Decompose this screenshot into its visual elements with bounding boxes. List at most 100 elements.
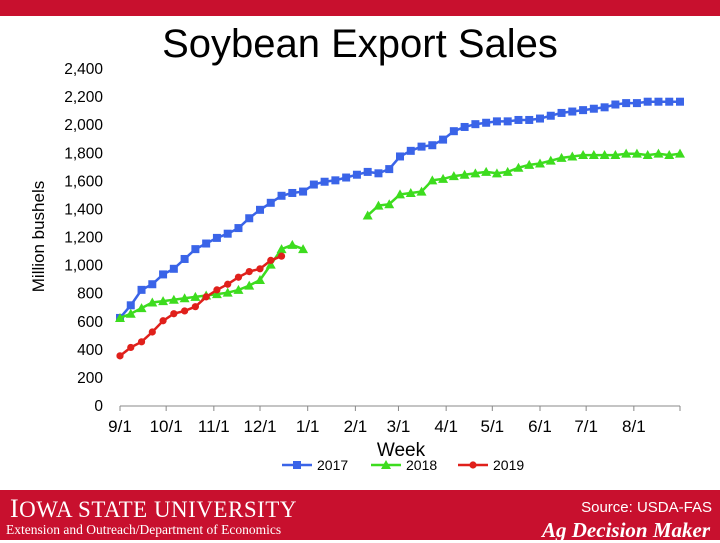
department-text: Extension and Outreach/Department of Eco… (6, 522, 282, 537)
y-tick-label: 2,200 (64, 89, 103, 106)
data-point-2018 (405, 187, 416, 197)
data-point-2019 (256, 265, 264, 273)
data-point-2018 (265, 259, 276, 269)
data-point-2019 (159, 317, 167, 325)
data-point-2017 (137, 285, 146, 294)
y-tick-label: 1,200 (64, 230, 103, 247)
data-point-2018 (179, 293, 190, 303)
data-point-2019 (224, 280, 232, 288)
data-point-2018 (136, 303, 147, 313)
data-point-2017 (245, 214, 254, 223)
data-point-2018 (190, 291, 201, 301)
data-point-2017 (180, 254, 189, 263)
legend-label-2018: 2018 (406, 457, 437, 473)
data-point-2019 (267, 256, 275, 264)
y-tick-label: 400 (77, 342, 103, 359)
x-tick-label: 9/1 (108, 417, 132, 436)
data-point-2017 (374, 169, 383, 178)
data-point-2018 (578, 150, 589, 160)
data-point-2017 (579, 106, 588, 115)
series-2019 (116, 252, 286, 360)
data-point-2018 (491, 168, 502, 178)
source-text: Source: USDA-FAS (581, 499, 712, 516)
logo-wordmark: OWA STATE UNIVERSITY (19, 497, 297, 522)
data-point-2018 (373, 200, 384, 210)
data-point-2018 (244, 280, 255, 290)
data-point-2017 (546, 111, 555, 120)
y-tick-label: 0 (94, 398, 103, 415)
series-layer (115, 97, 685, 360)
data-point-2017 (665, 97, 674, 106)
series-2018 (115, 148, 685, 322)
logo-initial: I (10, 494, 20, 523)
data-point-2017 (654, 97, 663, 106)
data-point-2019 (277, 252, 286, 260)
legend-marker-2018 (381, 460, 391, 469)
y-axis-ticks: 0 200 400 600 800 1,000 1,200 1,400 1,600 1,800 2,… (64, 61, 103, 415)
data-point-2017 (266, 198, 275, 207)
data-point-2019 (116, 352, 124, 360)
data-point-2017 (277, 191, 286, 200)
data-point-2018 (556, 152, 567, 162)
data-point-2018 (287, 239, 298, 249)
data-point-2017 (503, 117, 512, 126)
chart-title: Soybean Export Sales (162, 22, 558, 66)
data-point-2018 (158, 296, 169, 306)
data-point-2017 (126, 301, 135, 310)
data-point-2017 (352, 170, 361, 179)
chart-canvas: 0 200 400 600 800 1,000 1,200 1,400 1,600 1,800 2,… (29, 61, 685, 473)
data-point-2017 (589, 104, 598, 113)
data-point-2017 (331, 176, 340, 185)
data-point-2018 (675, 148, 685, 158)
data-point-2017 (525, 115, 534, 124)
data-point-2018 (448, 171, 459, 181)
y-tick-label: 800 (77, 286, 103, 303)
data-point-2017 (223, 229, 232, 238)
data-point-2018 (211, 289, 222, 299)
series-line-2018 (366, 152, 681, 217)
y-tick-label: 600 (77, 314, 103, 331)
data-point-2018 (427, 175, 438, 185)
data-point-2018 (255, 275, 265, 285)
data-point-2017 (169, 264, 178, 273)
data-point-2018 (502, 166, 513, 176)
data-point-2017 (428, 141, 437, 150)
data-point-2018 (653, 148, 664, 158)
data-point-2018 (588, 150, 599, 160)
x-tick-label: 1/1 (296, 417, 320, 436)
data-point-2018 (438, 173, 449, 183)
data-point-2019 (137, 338, 146, 346)
data-point-2018 (459, 169, 470, 179)
data-point-2017 (417, 142, 426, 151)
data-point-2017 (406, 146, 415, 155)
x-tick-label: 11/1 (198, 417, 230, 436)
data-point-2017 (632, 99, 641, 108)
data-point-2019 (234, 273, 243, 281)
data-point-2019 (127, 343, 135, 352)
data-point-2017 (492, 117, 501, 126)
data-point-2018 (631, 148, 642, 158)
data-point-2019 (245, 268, 253, 276)
data-point-2017 (568, 107, 577, 116)
legend-marker-2019 (469, 461, 477, 469)
data-point-2018 (599, 150, 610, 160)
x-tick-label: 2/1 (344, 417, 368, 436)
data-point-2018 (384, 199, 395, 209)
data-point-2017 (234, 224, 243, 233)
y-tick-label: 1,400 (64, 201, 103, 218)
y-tick-label: 2,000 (64, 117, 103, 134)
data-point-2017 (471, 120, 480, 129)
legend-marker-2017 (293, 461, 301, 469)
data-point-2018 (416, 186, 427, 196)
university-logo: IOWA STATE UNIVERSITY (10, 494, 297, 524)
data-point-2018 (545, 155, 556, 165)
data-point-2017 (482, 118, 491, 127)
legend-label-2019: 2019 (493, 457, 524, 473)
data-point-2018 (233, 284, 244, 294)
y-tick-label: 200 (77, 370, 103, 387)
data-point-2017 (676, 97, 684, 106)
data-point-2017 (320, 177, 329, 186)
data-point-2017 (439, 135, 448, 144)
data-point-2018 (610, 150, 621, 160)
data-point-2018 (395, 189, 405, 199)
